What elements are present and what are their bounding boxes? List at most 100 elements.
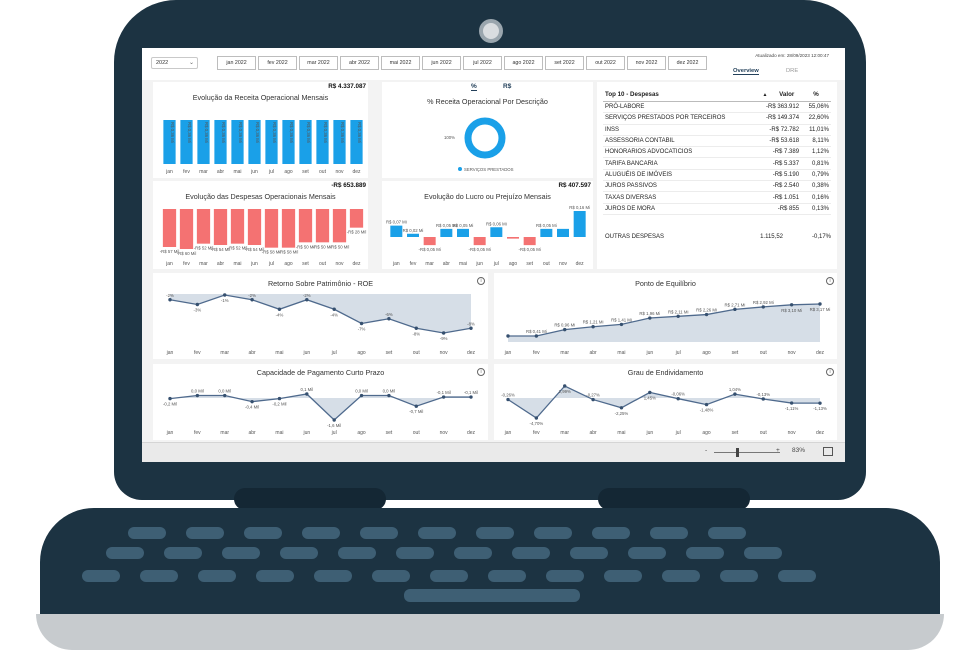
point-data-label: -0,26%: [501, 393, 515, 398]
toggle-rs[interactable]: R$: [503, 83, 512, 90]
zoom-slider[interactable]: [714, 452, 780, 453]
point-data-label: -1,6 Mil: [327, 423, 341, 428]
x-tick-label: dez: [816, 350, 825, 356]
table-row[interactable]: ASSESSORIA CONTABIL -R$ 53.618 8,11%: [603, 135, 831, 148]
point-data-label: 1,04%: [729, 387, 741, 392]
x-tick-label: ago: [509, 261, 518, 267]
col-pct[interactable]: %: [801, 88, 831, 102]
info-icon[interactable]: i: [477, 368, 485, 376]
updated-timestamp: Atualizado em: 28/09/2023 12:00:47: [755, 53, 829, 58]
cell-pct: 8,11%: [801, 135, 831, 148]
point-data-label: -0,13%: [756, 392, 770, 397]
table-row[interactable]: JUROS PASSIVOS -R$ 2.540 0,38%: [603, 180, 831, 193]
bar: [248, 120, 261, 164]
bar: [197, 120, 210, 164]
data-point: [619, 322, 624, 327]
zoom-in-button[interactable]: +: [776, 447, 780, 454]
table-row[interactable]: INSS -R$ 72.782 11,01%: [603, 124, 831, 136]
bar: [231, 120, 244, 164]
x-tick-label: jul: [675, 350, 681, 356]
sort-up-icon[interactable]: ▲: [762, 92, 768, 98]
bar-data-label: R$ 0,36 Mi: [323, 122, 328, 143]
bar-data-label: -R$ 28 Mil: [347, 230, 367, 235]
cell-pct: 1,12%: [801, 146, 831, 159]
data-point: [332, 418, 336, 422]
x-tick-label: mai: [275, 350, 283, 356]
point-data-label: R$ 2,11 Mi: [668, 309, 689, 314]
month-button-11[interactable]: dez 2022: [668, 56, 707, 70]
zoom-slider-handle[interactable]: [736, 448, 739, 457]
month-button-9[interactable]: out 2022: [586, 56, 625, 70]
info-icon[interactable]: i: [477, 277, 485, 285]
x-tick-label: dez: [816, 430, 825, 436]
data-point: [387, 393, 391, 398]
bar-data-label: -R$ 58 Mil: [262, 250, 282, 255]
point-data-label: R$ 1,96 Mi: [639, 311, 660, 316]
x-tick-label: out: [760, 430, 768, 436]
data-point: [223, 393, 227, 398]
line-area: [508, 386, 820, 418]
bar-data-label: R$ 0,36 Mi: [255, 122, 260, 143]
top10-title: Top 10 - Despesas: [603, 88, 756, 102]
month-button-1[interactable]: fev 2022: [258, 56, 297, 70]
data-point: [277, 307, 282, 311]
month-button-10[interactable]: nov 2022: [627, 56, 666, 70]
table-row[interactable]: JUROS DE MORA -R$ 855 0,13%: [603, 203, 831, 215]
cell-name: JUROS DE MORA: [603, 203, 756, 215]
month-button-4[interactable]: mai 2022: [381, 56, 420, 70]
info-icon[interactable]: i: [826, 368, 834, 376]
x-tick-label: set: [386, 350, 393, 356]
keyboard-key: [650, 527, 688, 539]
point-data-label: -0,2 Mil: [163, 402, 177, 407]
bar-data-label: -R$ 52 Mil: [194, 246, 214, 251]
info-icon[interactable]: i: [826, 277, 834, 285]
keyboard-key: [708, 527, 746, 539]
table-row[interactable]: TARIFA BANCARIA -R$ 5.337 0,81%: [603, 157, 831, 170]
bar: [282, 120, 295, 164]
point-data-label: -0,4 Mil: [245, 405, 259, 410]
x-tick-label: fev: [194, 350, 201, 356]
bar: [213, 209, 228, 245]
bar-data-label: -R$ 60 Mil: [177, 251, 197, 256]
fit-to-page-icon[interactable]: [823, 447, 833, 456]
month-button-0[interactable]: jan 2022: [217, 56, 256, 70]
month-button-8[interactable]: set 2022: [545, 56, 584, 70]
x-tick-label: abr: [589, 430, 597, 436]
tab-dre[interactable]: DRE: [786, 68, 799, 74]
cell-pct: 11,01%: [801, 124, 831, 136]
table-row[interactable]: TAXAS DIVERSAS -R$ 1.051 0,16%: [603, 191, 831, 204]
month-button-5[interactable]: jun 2022: [422, 56, 461, 70]
cell-valor: -R$ 855: [755, 203, 802, 215]
point-data-label: 2,99%: [559, 389, 571, 394]
table-row[interactable]: PRÓ-LABORE -R$ 363.912 55,06%: [603, 101, 831, 114]
month-button-2[interactable]: mar 2022: [299, 56, 338, 70]
data-point: [195, 302, 200, 307]
bar: [507, 237, 519, 239]
year-dropdown[interactable]: 2022 ⌄: [151, 57, 198, 69]
keyboard-key: [256, 570, 294, 582]
keyboard-key: [314, 570, 352, 582]
col-valor[interactable]: Valor: [779, 91, 795, 98]
month-button-7[interactable]: ago 2022: [504, 56, 543, 70]
keyboard-key: [512, 547, 550, 559]
table-row[interactable]: SERVIÇOS PRESTADOS POR TERCEIROS -R$ 149.…: [603, 112, 831, 125]
point-data-label: -0,27%: [586, 393, 600, 398]
bar-data-label: -R$ 54 Mil: [245, 247, 265, 252]
data-point: [676, 396, 680, 401]
keyboard-key: [198, 570, 236, 582]
toggle-percent[interactable]: %: [471, 83, 477, 91]
cell-name: HONORARIOS ADVOCATICIOS: [603, 146, 756, 159]
tab-overview[interactable]: Overview: [733, 68, 759, 75]
point-data-label: -1,13%: [813, 406, 827, 411]
x-tick-label: nov: [559, 261, 568, 267]
point-data-label: -0,2 Mil: [272, 402, 286, 407]
laptop-keyboard-base: [40, 508, 940, 622]
keyboard-key: [372, 570, 410, 582]
cell-valor: -R$ 7.389: [755, 146, 802, 159]
month-button-6[interactable]: jul 2022: [463, 56, 502, 70]
zoom-out-button[interactable]: -: [705, 447, 708, 454]
table-row[interactable]: HONORARIOS ADVOCATICIOS -R$ 7.389 1,12%: [603, 146, 831, 159]
table-row[interactable]: ALUGUÉIS DE IMÓVEIS -R$ 5.190 0,79%: [603, 169, 831, 182]
month-button-3[interactable]: abr 2022: [340, 56, 379, 70]
cell-valor: -R$ 72.782: [755, 124, 802, 136]
